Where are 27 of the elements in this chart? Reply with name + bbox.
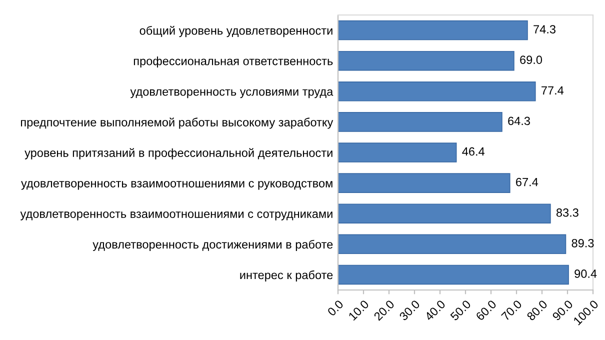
- y-tick-label: удовлетворенность взаимоотношениями с руководством: [21, 180, 332, 190]
- data-label: 83.3: [556, 208, 578, 217]
- y-tick-label: интерес к работе: [240, 270, 333, 282]
- data-label: 89.3: [572, 238, 594, 248]
- x-tick-label: 60.0: [475, 300, 497, 321]
- x-tick-label: 0.0: [326, 300, 344, 316]
- x-tick-label: 40.0: [424, 300, 446, 322]
- data-label: 67.4: [516, 178, 538, 186]
- data-label: 90.4: [574, 270, 597, 278]
- data-label: 69.0: [520, 56, 542, 64]
- y-tick-label: общий уровень удовлетворенности: [140, 26, 332, 38]
- x-tick-label: 10.0: [348, 300, 370, 321]
- y-tick-label: удовлетворенность условиями труда: [130, 89, 334, 98]
- y-tick-label: удовлетворенность достижениями в работе: [92, 240, 333, 251]
- data-label: 74.3: [534, 25, 556, 34]
- data-label: 46.4: [462, 147, 485, 156]
- y-tick-label: уровень притязаний в профессиональной деятельности: [24, 148, 332, 160]
- x-tick-label: 30.0: [398, 300, 420, 322]
- y-tick-label: удовлетворенность взаимоотношениями с сотрудниками: [20, 212, 332, 220]
- x-tick-label: 70.0: [500, 300, 522, 321]
- x-tick-label: 50.0: [450, 300, 472, 322]
- data-label: 64.3: [508, 116, 530, 126]
- x-tick-label: 90.0: [552, 300, 574, 322]
- y-tick-label: предпочтение выполняемой работы высокому заработку: [21, 118, 334, 129]
- x-tick-label: 80.0: [526, 300, 548, 322]
- y-tick-label: профессиональная ответственность: [134, 56, 333, 68]
- data-label: 77.4: [542, 86, 564, 94]
